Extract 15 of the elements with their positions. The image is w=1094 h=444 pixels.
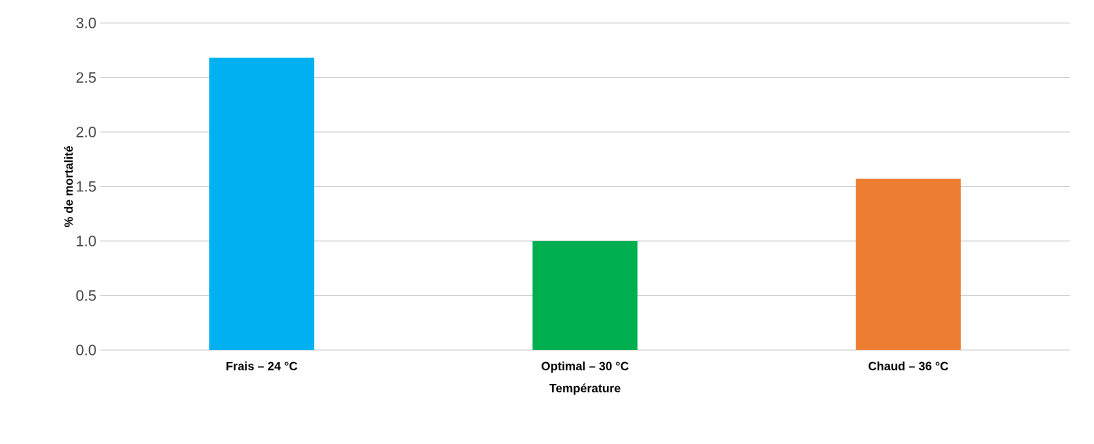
y-tick-label: 3.0 <box>76 17 96 29</box>
bar <box>532 240 638 350</box>
bar <box>855 178 961 350</box>
y-axis-title: % de mortalité <box>63 146 73 228</box>
y-tick-label: 2.0 <box>76 126 96 138</box>
y-tick-label: 0.0 <box>76 344 96 356</box>
y-tick-label: 0.5 <box>76 290 96 301</box>
x-axis-title: Température <box>549 383 621 395</box>
y-tick-label: 1.5 <box>76 181 96 192</box>
x-tick-label: Optimal – 30 °C <box>541 361 629 373</box>
x-tick-label: Frais – 24 °C <box>226 361 298 371</box>
bar <box>209 57 315 350</box>
x-tick-label: Chaud – 36 °C <box>868 361 949 371</box>
y-tick-label: 1.0 <box>76 235 96 247</box>
y-tick-label: 2.5 <box>76 72 96 83</box>
